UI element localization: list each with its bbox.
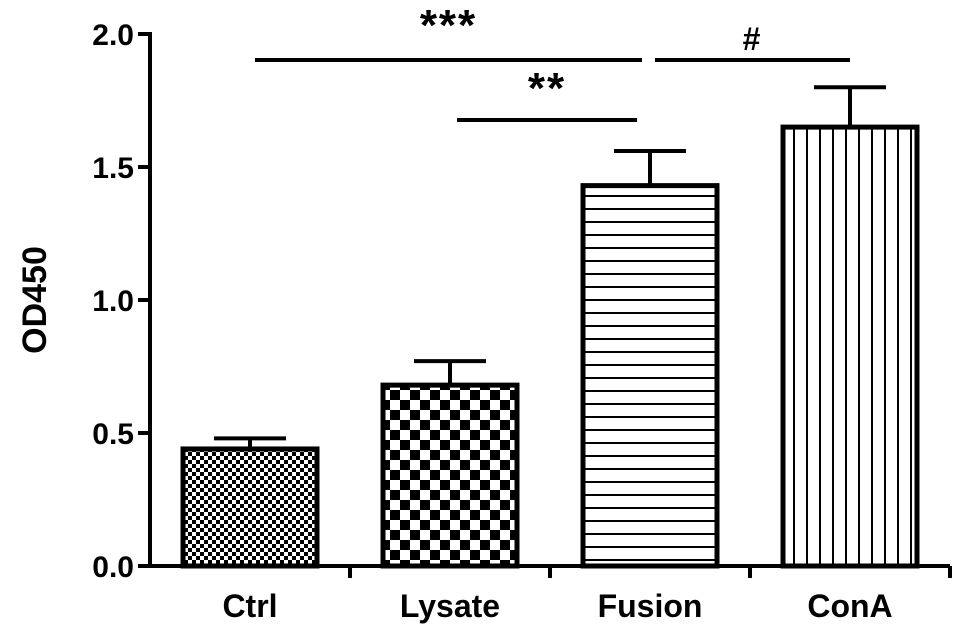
bar-fusion	[580, 183, 720, 569]
y-tick-label: 0.5	[92, 418, 134, 451]
y-tick-label: 0.0	[92, 551, 134, 584]
significance-label: #	[743, 21, 763, 57]
x-tick-label: Fusion	[598, 588, 703, 624]
bars	[180, 85, 920, 569]
significance-annotations: *****#	[255, 1, 850, 122]
y-axis-title: OD450	[16, 246, 54, 354]
y-tick-label: 2.0	[92, 19, 134, 52]
x-tick-label: ConA	[807, 588, 892, 624]
bar-cona	[780, 124, 920, 569]
axis-labels: 0.0 0.5 1.0 1.5 2.0 Ctrl Lysate Fusion ConA OD450	[16, 19, 893, 624]
y-tick-label: 1.5	[92, 152, 134, 185]
y-tick-label: 1.0	[92, 285, 134, 318]
x-tick-label: Ctrl	[222, 588, 277, 624]
significance-label: ***	[420, 1, 477, 50]
bar-lysate	[380, 382, 520, 569]
bar-ctrl	[180, 446, 320, 569]
x-tick-label: Lysate	[400, 588, 500, 624]
significance-label: **	[528, 64, 566, 113]
